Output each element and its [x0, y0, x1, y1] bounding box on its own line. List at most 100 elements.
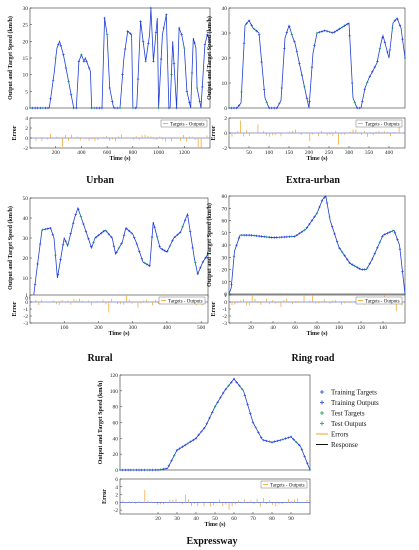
- data-point: [285, 235, 289, 239]
- data-point: [245, 234, 248, 237]
- error-legend-label: Targets - Outputs: [365, 299, 400, 304]
- data-point: [120, 242, 123, 245]
- data-point: [368, 262, 371, 265]
- ytick-label: 80: [113, 405, 119, 411]
- ytick-label: 70: [222, 206, 228, 212]
- data-point: [46, 227, 49, 230]
- xlabel: Time (s): [204, 521, 225, 528]
- xtick-label: 70: [250, 516, 256, 522]
- err-ytick-label: -2: [222, 314, 227, 320]
- xtick-label: 1000: [153, 150, 164, 156]
- ytick-label: 30: [222, 255, 228, 261]
- data-point: [338, 247, 341, 250]
- data-point: [398, 24, 402, 27]
- data-point: [204, 256, 207, 260]
- err-ytick-label: -3: [222, 321, 227, 327]
- data-point: [232, 255, 236, 258]
- data-point: [150, 235, 154, 239]
- data-point: [151, 468, 154, 472]
- data-point: [290, 235, 294, 238]
- data-point: [206, 252, 210, 256]
- xtick-label: 200: [52, 150, 61, 156]
- data-point: [216, 400, 219, 404]
- data-point: [242, 42, 246, 45]
- data-point: [252, 27, 256, 31]
- data-point: [300, 448, 304, 451]
- data-point: [145, 468, 149, 472]
- data-point: [44, 228, 47, 231]
- data-point: [171, 239, 174, 242]
- ytick-label: 120: [110, 373, 119, 379]
- data-point: [373, 65, 377, 69]
- ytick-label: 10: [23, 276, 29, 282]
- data-point: [383, 41, 387, 44]
- data-point: [168, 244, 172, 248]
- ytick-label: 100: [110, 389, 119, 395]
- data-point: [64, 66, 68, 70]
- data-point: [356, 266, 359, 269]
- data-point: [121, 468, 124, 472]
- ytick-label: 20: [222, 56, 228, 62]
- xlabel: Time (s): [306, 155, 327, 162]
- ylabel-speed: Output and Target Speed (km/h): [97, 381, 104, 465]
- data-point: [162, 467, 165, 471]
- xtick-label: 20: [155, 516, 161, 522]
- data-point: [69, 93, 73, 96]
- ytick-label: 20: [222, 268, 228, 274]
- legend-label: Test Targets: [331, 410, 365, 418]
- data-point: [154, 468, 157, 472]
- data-point: [103, 16, 106, 20]
- data-point: [112, 245, 116, 248]
- data-point: [189, 230, 192, 233]
- data-point: [38, 242, 42, 246]
- legend-marker: [320, 411, 324, 415]
- data-point: [97, 233, 100, 237]
- data-point: [348, 34, 351, 38]
- data-point: [335, 29, 339, 32]
- data-point: [152, 60, 155, 63]
- data-point: [77, 60, 81, 63]
- data-point: [110, 235, 113, 239]
- data-point: [245, 22, 248, 25]
- data-point: [315, 211, 319, 215]
- data-point: [129, 468, 133, 472]
- xtick-label: 40: [270, 325, 276, 331]
- data-point: [140, 468, 143, 472]
- data-point: [235, 106, 238, 110]
- data-point: [66, 242, 70, 246]
- data-point: [84, 230, 88, 233]
- data-point: [194, 437, 198, 440]
- ylabel-error: Error: [211, 301, 217, 316]
- data-point: [308, 100, 311, 103]
- data-point: [361, 268, 364, 271]
- data-point: [118, 468, 122, 472]
- ytick-label: 0: [25, 106, 28, 112]
- data-point: [265, 101, 268, 104]
- data-point: [193, 41, 196, 45]
- data-point: [293, 235, 296, 238]
- err-ytick-label: 6: [115, 477, 118, 483]
- ytick-label: 40: [222, 6, 228, 12]
- data-point: [283, 47, 286, 50]
- err-ytick-label: 0: [115, 500, 118, 506]
- xtick-label: 600: [103, 150, 112, 156]
- ytick-label: 30: [222, 31, 228, 37]
- data-point: [398, 248, 402, 251]
- data-point: [166, 250, 169, 253]
- xtick-label: 400: [385, 150, 394, 156]
- data-point: [141, 40, 145, 43]
- data-point: [183, 46, 186, 50]
- caption-rural: Rural: [88, 353, 113, 364]
- err-ytick-label: 2: [224, 116, 227, 122]
- data-point: [298, 62, 301, 65]
- data-point: [268, 236, 271, 239]
- data-point: [320, 199, 324, 203]
- data-point: [175, 106, 178, 110]
- data-point: [268, 440, 271, 443]
- data-point: [323, 29, 326, 32]
- xtick-label: 40: [193, 516, 199, 522]
- data-point: [56, 273, 60, 276]
- data-point: [250, 24, 253, 27]
- data-point: [240, 234, 243, 237]
